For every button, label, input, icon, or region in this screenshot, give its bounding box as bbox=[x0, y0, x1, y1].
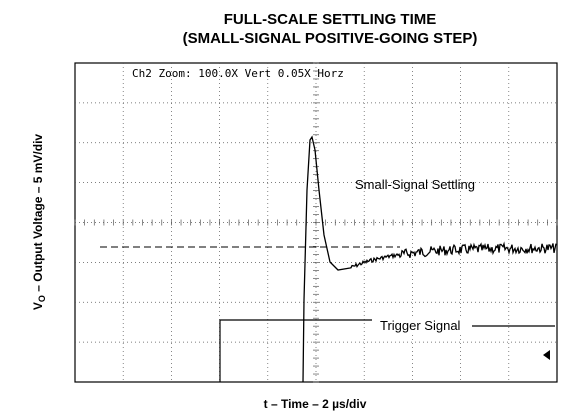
title-line: (SMALL-SIGNAL POSITIVE-GOING STEP) bbox=[183, 30, 478, 47]
figure: FULL-SCALE SETTLING TIME (SMALL-SIGNAL P… bbox=[0, 0, 561, 417]
x-axis-label: t – Time – 2 µs/div bbox=[264, 397, 367, 411]
annotation: Trigger Signal bbox=[380, 318, 461, 333]
title-line: FULL-SCALE SETTLING TIME bbox=[224, 11, 436, 28]
scope-screen bbox=[75, 63, 557, 382]
label-text: – Output Voltage – 5 mV/div bbox=[31, 134, 45, 295]
y-axis-label: VO – Output Voltage – 5 mV/div bbox=[31, 134, 47, 310]
scope-header: Ch2 Zoom: 100.0X Vert 0.05X Horz bbox=[132, 67, 344, 80]
subscript: O bbox=[37, 295, 47, 302]
symbol: V bbox=[31, 302, 45, 310]
annotation: Small-Signal Settling bbox=[355, 177, 475, 192]
